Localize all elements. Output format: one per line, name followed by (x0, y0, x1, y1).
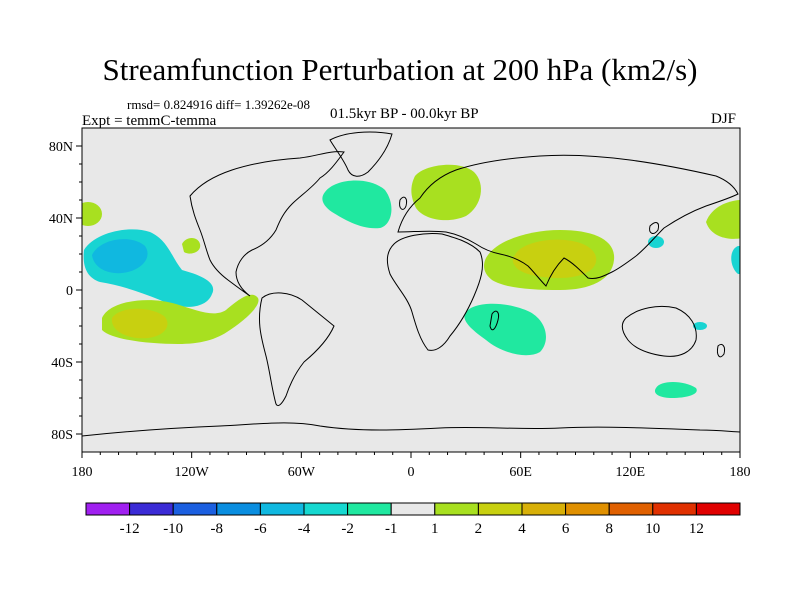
lat-tick-label: 80N (49, 140, 73, 155)
north-america-coast (189, 151, 345, 297)
europe-positive (411, 164, 481, 221)
anomaly-layer (82, 164, 740, 398)
antarctica-coast (82, 422, 740, 437)
madagascar-coast (489, 310, 499, 331)
colorbar-label: -6 (254, 521, 267, 537)
west-pacific-positive (706, 200, 740, 239)
colorbar-label: -8 (211, 521, 224, 537)
lon-tick-label: 120W (175, 465, 210, 480)
greenland-coast (329, 131, 393, 177)
colorbar-label: 4 (518, 521, 526, 537)
new-zealand-coast (717, 343, 725, 358)
lon-tick-label: 60E (509, 465, 532, 480)
colorbar-box (85, 502, 131, 516)
japan-coast (649, 222, 659, 234)
colorbar-label: 2 (475, 521, 483, 537)
small-anomaly-patch (693, 322, 707, 330)
small-anomaly-patch (82, 202, 102, 226)
colorbar-box (259, 502, 305, 516)
colorbar-box (216, 502, 261, 516)
colorbar-label: -4 (298, 521, 311, 537)
east-pacific-small-positive (182, 238, 201, 254)
lat-tick-label: 0 (66, 284, 73, 299)
colorbar-box (129, 502, 174, 516)
colorbar-label: -12 (120, 521, 140, 537)
colorbar-label: -2 (341, 521, 354, 537)
colorbar-label: 8 (605, 521, 613, 537)
colorbar-box (172, 502, 218, 516)
colorbar-label: -10 (163, 521, 183, 537)
stats-text: rmsd= 0.824916 diff= 1.39262e-08 (127, 97, 311, 112)
lon-tick-label: 180 (730, 465, 751, 480)
north-atlantic-negative (322, 180, 392, 229)
colorbar-box (565, 502, 610, 516)
colorbar-label: 12 (689, 521, 704, 537)
experiment-label: Expt = temmC-temma (82, 113, 217, 129)
africa-coast (386, 233, 483, 351)
colorbar-box (608, 502, 654, 516)
season-label: DJF (711, 111, 737, 127)
colorbar-box (652, 502, 697, 516)
small-anomaly-patch (648, 236, 664, 248)
lon-tick-label: 180 (72, 465, 93, 480)
lat-tick-label: 40N (49, 212, 73, 227)
colorbar-box (347, 502, 392, 516)
north-pacific-west-negative (731, 246, 740, 274)
colorbar-box (303, 502, 349, 516)
colorbar-box (390, 502, 436, 516)
australia-coast (621, 305, 697, 357)
uk-coast (399, 196, 407, 210)
north-pacific-east-core (92, 239, 148, 274)
colorbar-box (434, 502, 479, 516)
colorbar-label: -1 (385, 521, 398, 537)
south-america-coast (259, 292, 335, 407)
coastlines (82, 131, 740, 437)
colorbar-label: 6 (562, 521, 570, 537)
lat-tick-label: 40S (51, 356, 73, 371)
south-asia-core (512, 239, 597, 278)
colorbar-label: 1 (431, 521, 439, 537)
colorbar-box (521, 502, 567, 516)
period-label: 01.5kyr BP - 00.0kyr BP (330, 106, 479, 122)
australia-south-negative (654, 382, 697, 398)
south-pacific-core (111, 308, 168, 339)
lat-tick-label: 80S (51, 428, 73, 443)
lon-tick-label: 0 (408, 465, 415, 480)
eurasia-coast (397, 154, 739, 287)
colorbar-box (477, 502, 523, 516)
lon-tick-label: 120E (616, 465, 646, 480)
colorbar-box (695, 502, 741, 516)
lon-tick-label: 60W (288, 465, 316, 480)
plot-title: Streamfunction Perturbation at 200 hPa (… (102, 52, 698, 87)
madagascar-negative (464, 303, 546, 356)
colorbar-label: 10 (645, 521, 660, 537)
